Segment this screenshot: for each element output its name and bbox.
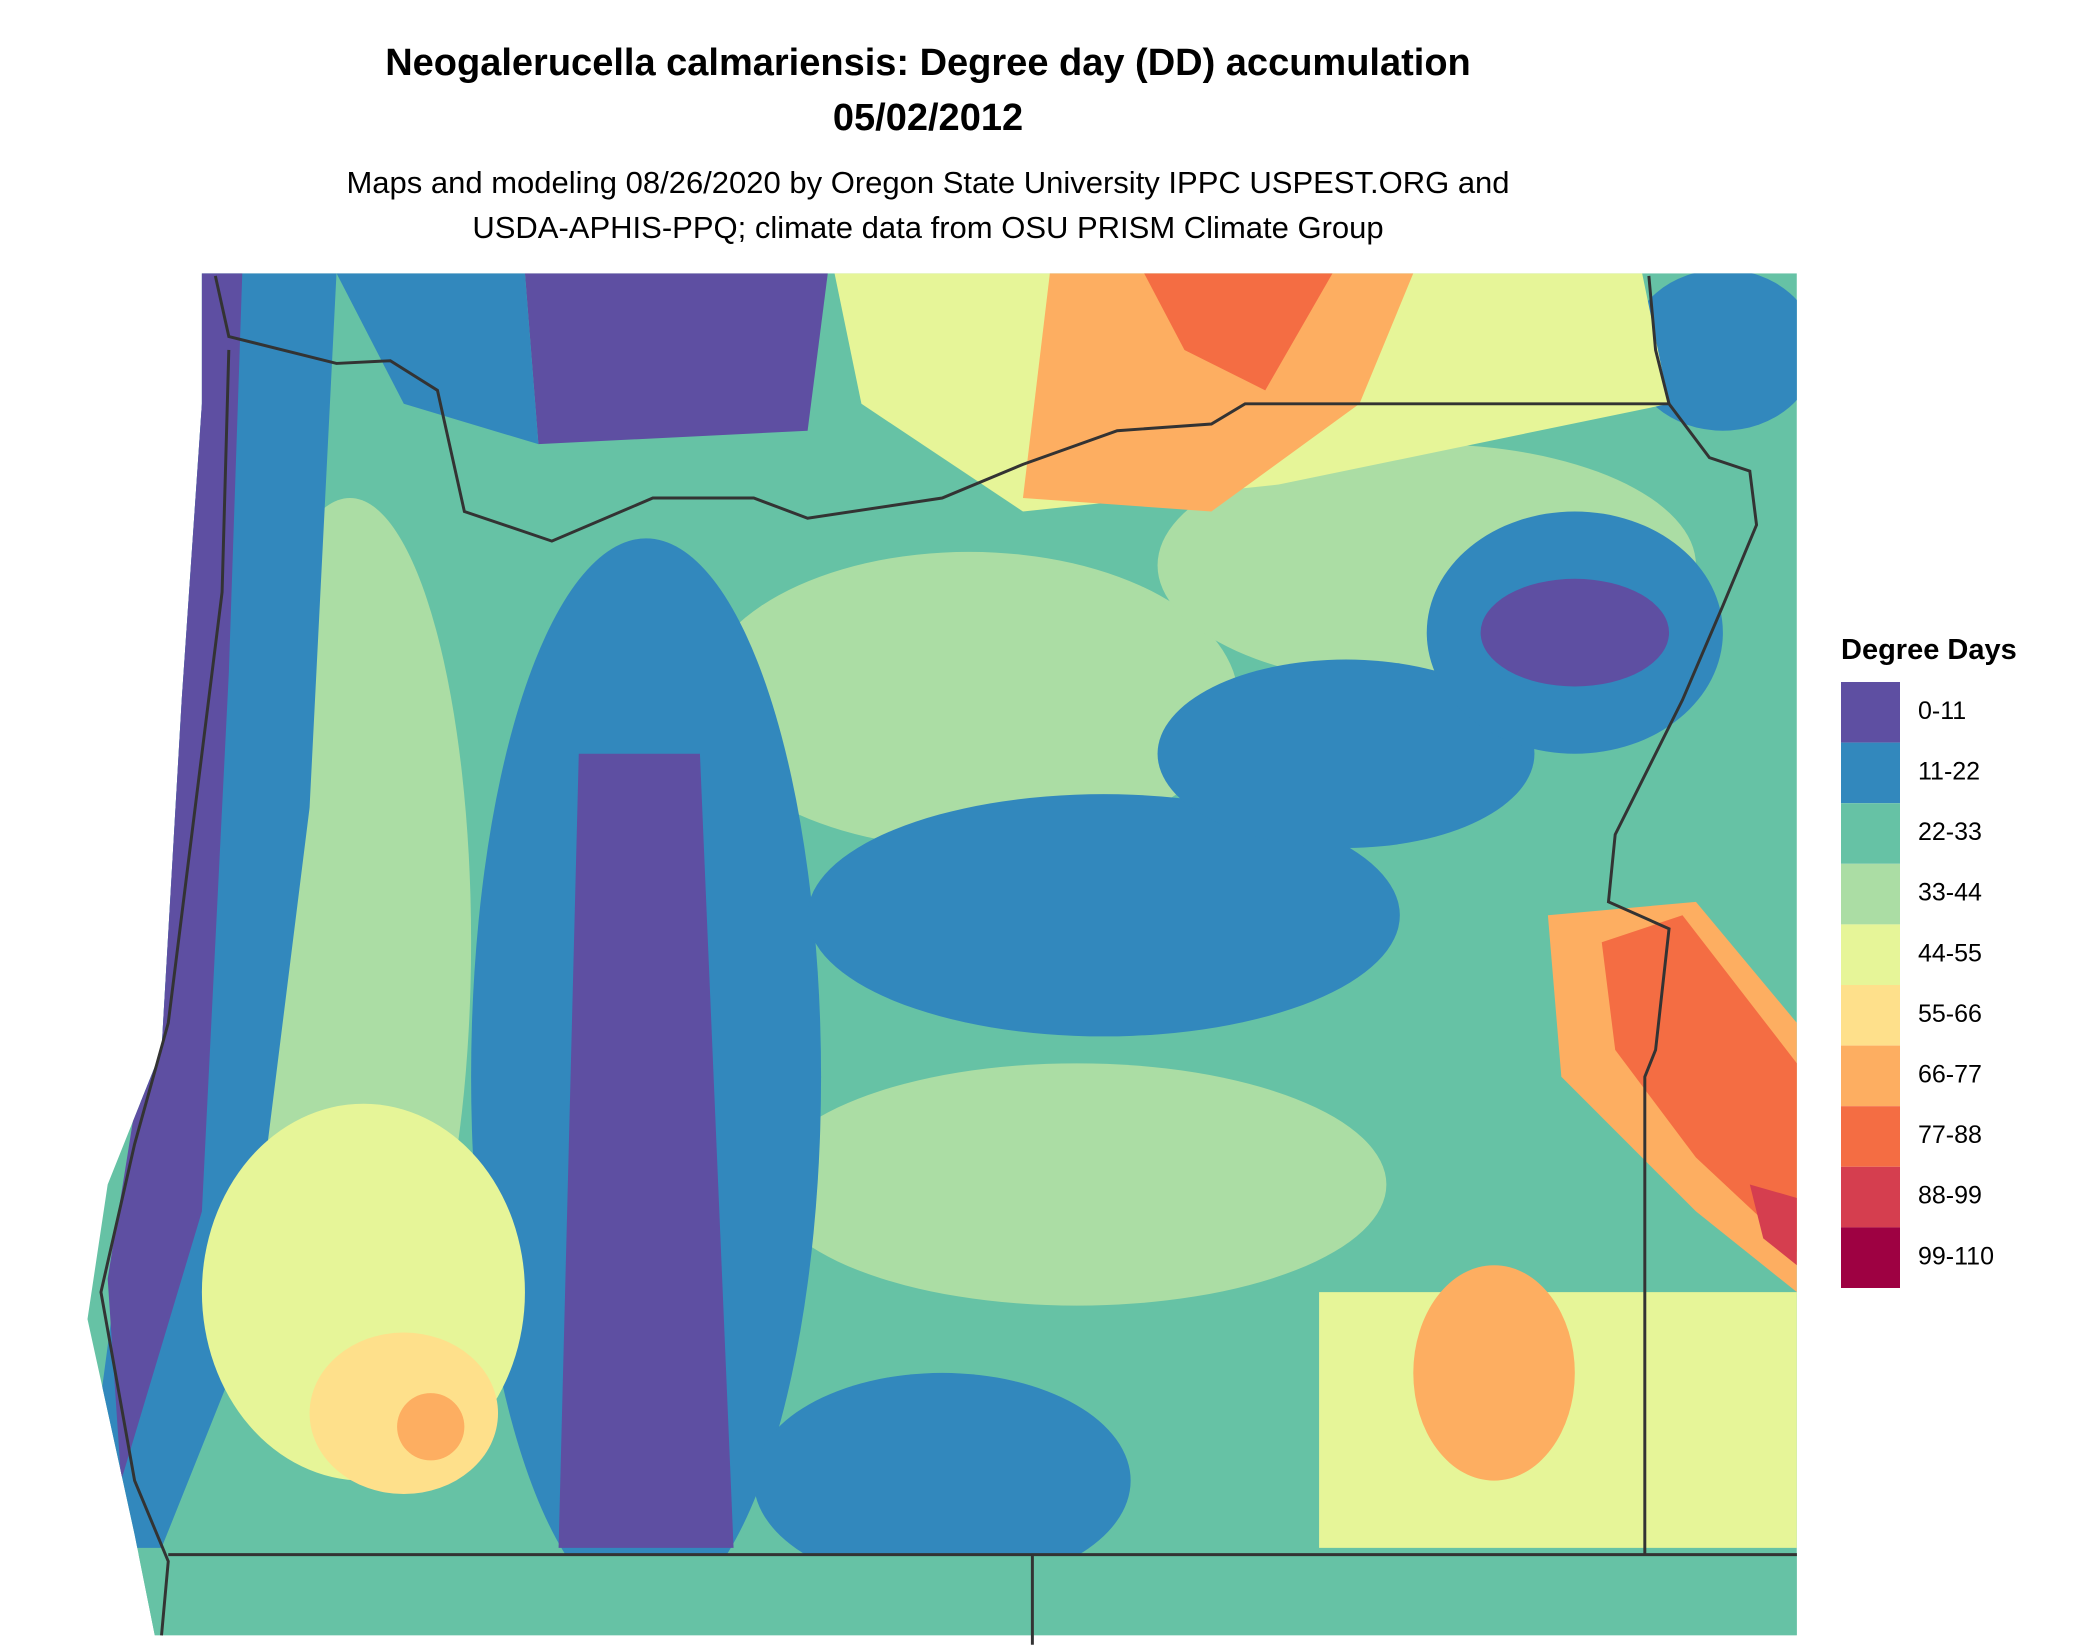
legend-title: Degree Days bbox=[1841, 634, 2017, 666]
legend-label: 11-22 bbox=[1918, 758, 1980, 786]
subtitle: Maps and modeling 08/26/2020 by Oregon S… bbox=[346, 165, 1509, 200]
legend-swatch bbox=[1841, 682, 1900, 743]
legend-label: 77-88 bbox=[1918, 1121, 1982, 1149]
title: Neogalerucella calmariensis: Degree day … bbox=[385, 42, 1471, 84]
title: 05/02/2012 bbox=[833, 97, 1023, 139]
raster bbox=[87, 273, 1797, 1636]
legend-swatch bbox=[1841, 863, 1900, 925]
legend-swatch bbox=[1841, 924, 1900, 985]
legend-label: 22-33 bbox=[1918, 818, 1982, 846]
legend-label: 99-110 bbox=[1918, 1242, 1994, 1270]
legend-label: 66-77 bbox=[1918, 1061, 1982, 1089]
legend-swatch bbox=[1841, 1106, 1900, 1167]
legend-label: 0-11 bbox=[1918, 697, 1966, 725]
map bbox=[87, 273, 1797, 1645]
legend-label: 88-99 bbox=[1918, 1182, 1982, 1210]
legend-label: 55-66 bbox=[1918, 1000, 1982, 1028]
legend-label: 44-55 bbox=[1918, 939, 1982, 967]
legend-swatch bbox=[1841, 1045, 1900, 1107]
legend: Degree Days 0-11 11-22 22-33 33-44 44-55 55-6… bbox=[1841, 634, 2017, 1288]
legend-swatch bbox=[1841, 803, 1900, 864]
subtitle: USDA-APHIS-PPQ; climate data from OSU PR… bbox=[472, 210, 1383, 245]
legend-swatch bbox=[1841, 1166, 1900, 1228]
legend-swatch bbox=[1841, 985, 1900, 1046]
legend-swatch bbox=[1841, 1227, 1900, 1288]
borders bbox=[99, 275, 1797, 1645]
legend-swatch bbox=[1841, 742, 1900, 804]
legend-label: 33-44 bbox=[1918, 879, 1982, 907]
